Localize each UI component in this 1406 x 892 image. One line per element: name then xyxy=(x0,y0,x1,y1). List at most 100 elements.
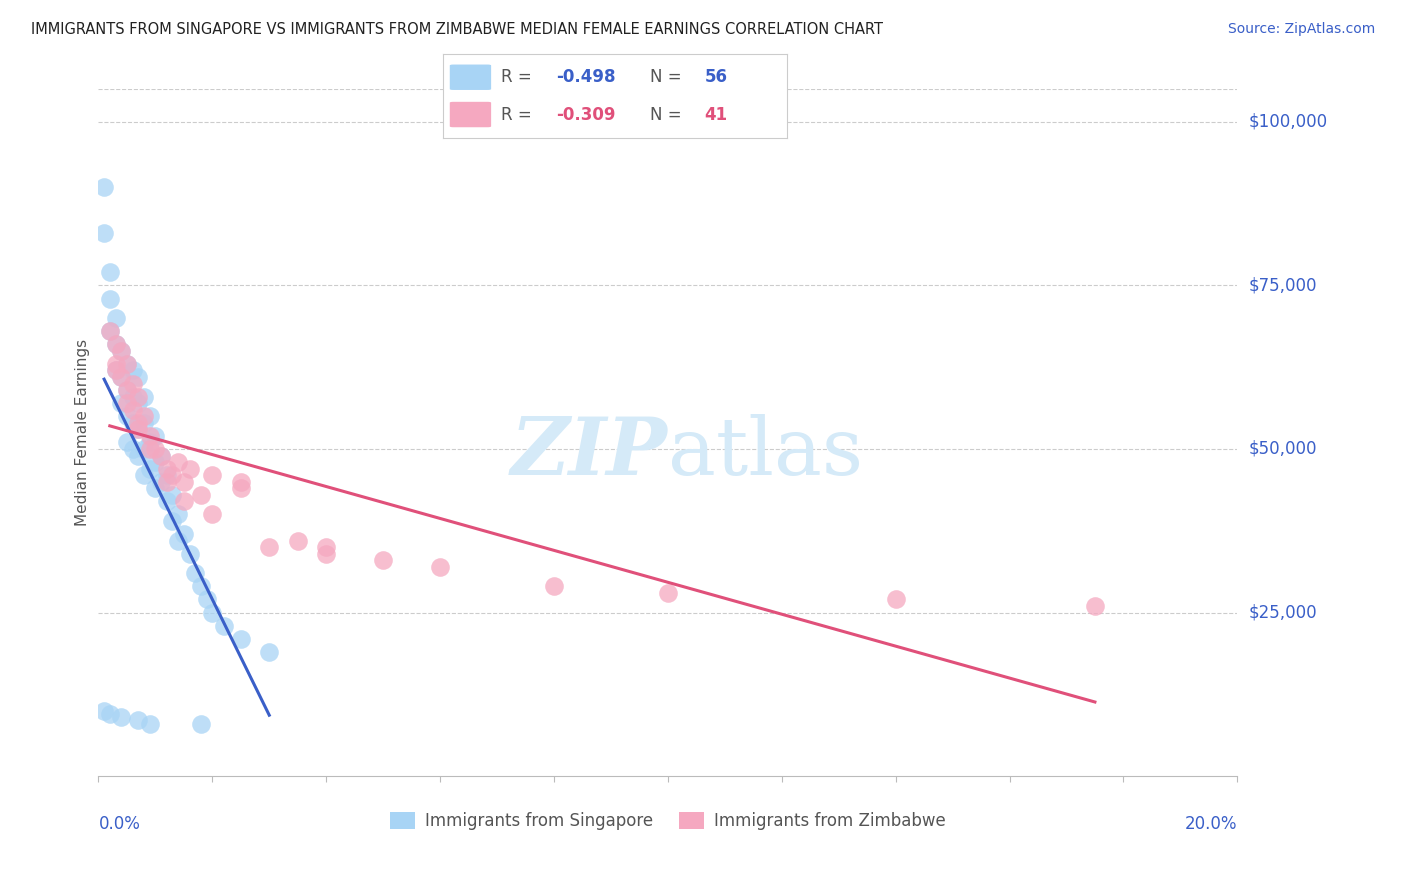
Point xyxy=(884,592,907,607)
Point xyxy=(115,396,138,410)
Point xyxy=(156,468,179,483)
Point xyxy=(110,710,132,724)
Point xyxy=(127,422,149,436)
Text: R =: R = xyxy=(502,69,537,87)
Point xyxy=(98,706,121,721)
Point xyxy=(287,533,309,548)
Point xyxy=(373,553,395,567)
Point xyxy=(132,468,155,483)
Point xyxy=(195,592,218,607)
Point xyxy=(110,370,132,384)
Point xyxy=(173,494,195,508)
Point xyxy=(184,566,207,581)
Point xyxy=(657,586,679,600)
Text: 0.0%: 0.0% xyxy=(98,815,141,833)
Point xyxy=(98,265,121,279)
Point xyxy=(1084,599,1107,613)
Point xyxy=(121,442,143,456)
Point xyxy=(127,390,149,404)
Point xyxy=(201,508,224,522)
Point xyxy=(138,429,160,443)
Point xyxy=(115,409,138,424)
Point xyxy=(138,435,160,450)
Point xyxy=(138,461,160,475)
Text: $75,000: $75,000 xyxy=(1249,277,1317,294)
Point xyxy=(229,481,252,495)
Point xyxy=(138,442,160,456)
Point xyxy=(121,363,143,377)
Point xyxy=(127,714,149,728)
Text: 56: 56 xyxy=(704,69,728,87)
Point xyxy=(167,533,190,548)
Point xyxy=(156,494,179,508)
Point xyxy=(190,716,212,731)
Point xyxy=(173,475,195,489)
Point xyxy=(429,559,451,574)
Point xyxy=(121,402,143,417)
Point xyxy=(127,396,149,410)
Point xyxy=(104,363,127,377)
Point xyxy=(156,461,179,475)
Point xyxy=(110,343,132,358)
Point xyxy=(104,363,127,377)
Point xyxy=(179,461,201,475)
Point xyxy=(162,488,184,502)
Text: ZIP: ZIP xyxy=(510,415,668,492)
Point xyxy=(173,527,195,541)
Point xyxy=(98,324,121,338)
Point xyxy=(167,455,190,469)
Point xyxy=(132,416,155,430)
Point xyxy=(115,383,138,397)
Point xyxy=(315,540,337,554)
Point xyxy=(132,442,155,456)
Point xyxy=(229,475,252,489)
Text: R =: R = xyxy=(502,105,537,123)
Point xyxy=(115,357,138,371)
Point xyxy=(110,396,132,410)
Point xyxy=(167,508,190,522)
Point xyxy=(543,579,565,593)
Point xyxy=(127,449,149,463)
Text: N =: N = xyxy=(650,105,686,123)
Point xyxy=(98,324,121,338)
Point xyxy=(212,618,235,632)
Text: N =: N = xyxy=(650,69,686,87)
Point xyxy=(115,435,138,450)
Text: IMMIGRANTS FROM SINGAPORE VS IMMIGRANTS FROM ZIMBABWE MEDIAN FEMALE EARNINGS COR: IMMIGRANTS FROM SINGAPORE VS IMMIGRANTS … xyxy=(31,22,883,37)
Point xyxy=(93,226,115,240)
Point xyxy=(127,422,149,436)
Point xyxy=(104,337,127,351)
Text: $100,000: $100,000 xyxy=(1249,113,1327,131)
Text: Source: ZipAtlas.com: Source: ZipAtlas.com xyxy=(1227,22,1375,37)
Point xyxy=(104,357,127,371)
Point xyxy=(98,292,121,306)
Text: atlas: atlas xyxy=(668,414,863,492)
Point xyxy=(315,547,337,561)
Text: $25,000: $25,000 xyxy=(1249,604,1317,622)
Point xyxy=(138,716,160,731)
Point xyxy=(104,311,127,326)
Point xyxy=(132,409,155,424)
Point xyxy=(150,449,173,463)
Point xyxy=(259,540,281,554)
Point xyxy=(110,343,132,358)
Point xyxy=(259,645,281,659)
Y-axis label: Median Female Earnings: Median Female Earnings xyxy=(75,339,90,526)
Point xyxy=(150,475,173,489)
Point xyxy=(145,455,167,469)
Point xyxy=(115,357,138,371)
Point xyxy=(229,632,252,646)
Point xyxy=(190,488,212,502)
Text: 41: 41 xyxy=(704,105,728,123)
Point xyxy=(162,514,184,528)
Legend: Immigrants from Singapore, Immigrants from Zimbabwe: Immigrants from Singapore, Immigrants fr… xyxy=(384,805,952,837)
FancyBboxPatch shape xyxy=(450,102,491,128)
Point xyxy=(132,390,155,404)
Point xyxy=(121,416,143,430)
Point xyxy=(115,383,138,397)
Text: $50,000: $50,000 xyxy=(1249,440,1317,458)
Point xyxy=(201,606,224,620)
Point xyxy=(156,475,179,489)
FancyBboxPatch shape xyxy=(450,64,491,90)
Text: -0.309: -0.309 xyxy=(557,105,616,123)
